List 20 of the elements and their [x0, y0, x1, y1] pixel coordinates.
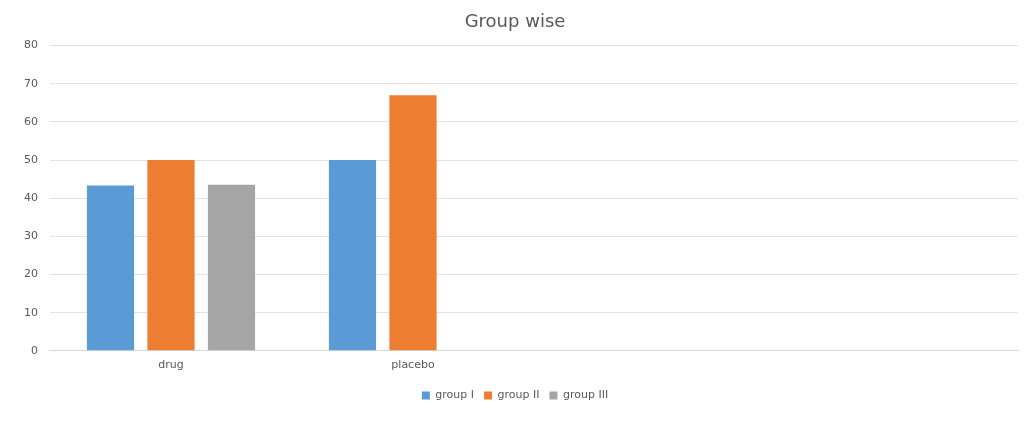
y-tick-label: 30	[24, 229, 38, 243]
bar	[147, 160, 195, 351]
bar	[86, 185, 135, 351]
x-tick-label: placebo	[391, 358, 435, 372]
y-tick-label: 50	[24, 152, 38, 166]
y-tick-label: 80	[24, 38, 38, 52]
legend-label: group II	[497, 388, 540, 402]
y-tick-label: 0	[31, 343, 38, 357]
y-tick-label: 60	[24, 114, 38, 128]
y-tick-label: 70	[24, 76, 38, 90]
y-tick-label: 20	[24, 267, 38, 281]
legend-label: group III	[562, 388, 609, 402]
y-tick-label: 10	[24, 305, 38, 319]
chart-title: Group wise	[464, 10, 566, 32]
bar	[389, 95, 437, 351]
bar	[328, 160, 377, 351]
x-tick-label: drug	[158, 358, 184, 372]
legend-label: group I	[435, 388, 475, 402]
bar	[207, 184, 256, 351]
y-tick-label: 40	[24, 191, 38, 205]
